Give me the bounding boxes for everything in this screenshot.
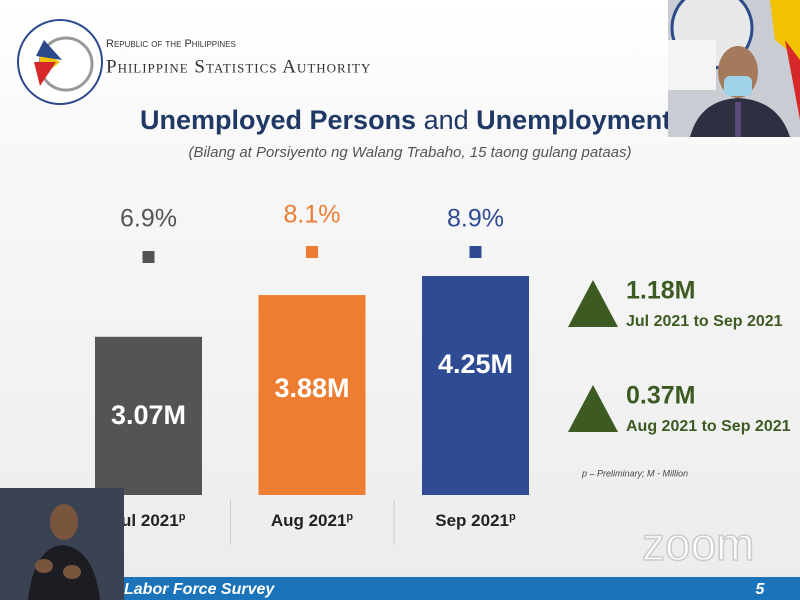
rate-label: 6.9%	[120, 205, 177, 233]
republic-text: Republic of the Philippines	[106, 38, 236, 50]
category-mark: p	[179, 511, 186, 523]
interpreter-video	[0, 488, 124, 600]
rate-marker	[306, 246, 318, 258]
slide-title: Unemployed Persons and Unemployment Rate…	[140, 105, 752, 135]
title-part: and	[424, 105, 469, 135]
category-name: Aug 2021	[271, 511, 347, 530]
category-name: Sep 2021	[435, 511, 509, 530]
rate-marker	[469, 246, 482, 258]
category-mark: p	[346, 511, 353, 523]
footnote: p – Preliminary; M - Million	[581, 468, 688, 478]
change-value: 0.37M	[626, 382, 695, 410]
agency-text: Philippine Statistics Authority	[106, 56, 371, 77]
category-label: Jul 2021p	[112, 511, 186, 531]
rate-label: 8.1%	[284, 201, 341, 229]
footer-page: 5	[756, 581, 766, 598]
footer-survey: Labor Force Survey	[124, 581, 275, 598]
category-label: Aug 2021p	[271, 511, 354, 531]
change-period: Jul 2021 to Sep 2021	[626, 313, 783, 330]
title-part: Unemployed Persons	[140, 105, 416, 135]
zoom-watermark: zoom	[642, 518, 754, 570]
bar-value-label: 4.25M	[438, 349, 513, 379]
footer-bar	[0, 577, 800, 600]
change-period: Aug 2021 to Sep 2021	[626, 418, 791, 435]
rate-label: 8.9%	[447, 205, 504, 233]
bar	[422, 276, 529, 495]
speaker-video	[668, 0, 800, 137]
category-label: Sep 2021p	[435, 511, 516, 531]
category-name: Jul 2021	[112, 511, 179, 530]
bar	[258, 295, 366, 495]
slide-subtitle: (Bilang at Porsiyento ng Walang Trabaho,…	[188, 144, 631, 161]
category-mark: p	[509, 511, 516, 523]
bar-value-label: 3.07M	[111, 400, 186, 430]
change-1: 1.18M Jul 2021 to Sep 2021	[568, 277, 783, 330]
bar-value-label: 3.88M	[274, 373, 349, 403]
change-2: 0.37M Aug 2021 to Sep 2021	[568, 382, 791, 435]
logo	[17, 19, 103, 105]
change-value: 1.18M	[626, 277, 695, 305]
bar	[95, 336, 202, 495]
rate-marker	[142, 251, 155, 263]
